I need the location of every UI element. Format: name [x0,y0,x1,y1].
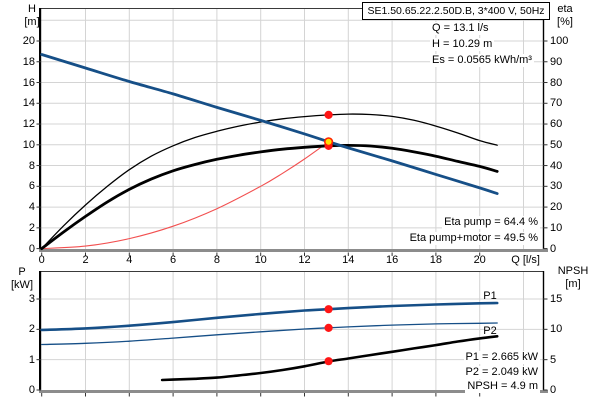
right-axis-tick-label: 20 [550,201,563,214]
p1-curve[interactable] [40,301,499,332]
x-axis-tick-label: 12 [298,254,311,266]
p-axis-unit: [kW] [11,279,33,291]
x-axis-tick-label: 20 [473,254,486,266]
x-axis-tick-label: 16 [385,254,399,266]
right-axis-tick-label: 15 [550,292,563,305]
left-axis-tick-label: 20 [22,35,35,47]
system-curve[interactable] [41,141,330,250]
duty-point-npsh-marker[interactable] [324,357,333,366]
right-axis-tick-label: 0 [550,242,557,255]
x-axis-tick-label: 2 [82,254,89,266]
eta-axis-label: eta [%] [548,3,582,29]
h-axis-symbol: H [28,3,36,15]
left-axis-tick-label: 6 [28,180,35,193]
x-axis-tick-label: 6 [170,254,177,266]
h-axis-unit: [m] [24,16,40,28]
npsh-axis-unit: [m] [565,278,581,290]
left-axis-tick-label: 0 [28,242,35,255]
right-axis-tick-label: 40 [550,159,563,172]
right-axis-tick-label: 10 [550,221,563,234]
eta-pump-motor-annotation: Eta pump+motor = 49.5 % [407,232,540,245]
left-axis-tick-label: 8 [28,159,35,172]
npsh-axis-label: NPSH [m] [550,265,596,291]
duty-point-eta-pump-marker[interactable] [324,110,333,120]
right-axis-tick-label: 60 [550,118,563,131]
duty-h-value: H = 10.29 m [430,38,495,51]
npsh-annotation: NPSH = 4.9 m [465,380,540,393]
pump-curve[interactable] [40,53,499,195]
left-axis-tick-label: 3 [28,293,35,305]
left-axis-tick-label: 2 [28,323,35,336]
eta-axis-unit: [%] [557,16,573,28]
right-axis-tick-label: 70 [550,97,563,110]
x-axis-band [39,390,548,393]
eta-axis-symbol: eta [557,3,573,15]
left-axis-tick-label: 2 [28,221,35,234]
duty-q-value: Q = 13.1 l/s [430,22,491,35]
duty-point-head-marker[interactable] [323,137,334,147]
p-axis-symbol: P [18,266,26,278]
left-axis-tick-label: 0 [28,384,35,396]
right-axis-tick-label: 10 [550,323,563,336]
h-axis-label: H [m] [16,3,48,29]
eta-pump-curve[interactable] [41,113,498,250]
npsh-axis-symbol: NPSH [557,265,589,277]
eta-pump-annotation: Eta pump = 64.4 % [442,216,540,229]
x-axis-tick-label: 18 [429,254,443,266]
x-axis-tick-label: 14 [342,254,355,266]
x-axis-tick-label: 10 [254,254,267,266]
duty-point-p1-marker[interactable] [324,305,333,314]
left-axis-line [39,8,42,249]
x-axis-band [39,249,548,252]
duty-point-p2-marker[interactable] [324,323,333,332]
power-npsh-chart[interactable] [36,271,549,397]
left-axis-line [39,271,42,390]
x-axis-tick-label: 4 [126,254,133,266]
left-axis-tick-label: 1 [28,353,35,366]
q-axis-label: Q [l/s] [511,254,540,266]
pump-model-title: SE1.50.65.22.2.50D.B, 3*400 V, 50Hz [362,2,550,20]
left-axis-tick-label: 14 [22,97,35,110]
p2-annotation: P2 = 2.049 kW [463,366,540,379]
x-axis-tick-label: 0 [38,254,45,266]
right-axis-tick-label: 80 [550,76,563,89]
left-axis-tick-label: 4 [28,201,35,214]
x-axis-tick-label: 8 [213,254,220,266]
right-axis-tick-label: 5 [550,353,557,366]
p2-curve-label: P2 [483,325,497,337]
p2-curve[interactable] [41,322,498,346]
p1-curve-label: P1 [483,290,497,302]
right-axis-tick-label: 90 [550,55,563,68]
right-axis-tick-label: 0 [550,384,557,396]
right-axis-tick-label: 50 [550,138,563,151]
p1-annotation: P1 = 2.665 kW [463,351,540,364]
right-axis-tick-label: 30 [550,180,563,193]
left-axis-tick-label: 10 [22,138,35,151]
right-axis-tick-label: 100 [550,35,569,47]
left-axis-tick-label: 12 [22,118,35,131]
p-axis-label: P [kW] [5,266,39,292]
left-axis-tick-label: 16 [22,76,35,89]
left-axis-tick-label: 18 [22,55,35,68]
eta-pump-motor-curve[interactable] [40,143,499,250]
duty-es-value: Es = 0.0565 kWh/m³ [430,54,534,67]
